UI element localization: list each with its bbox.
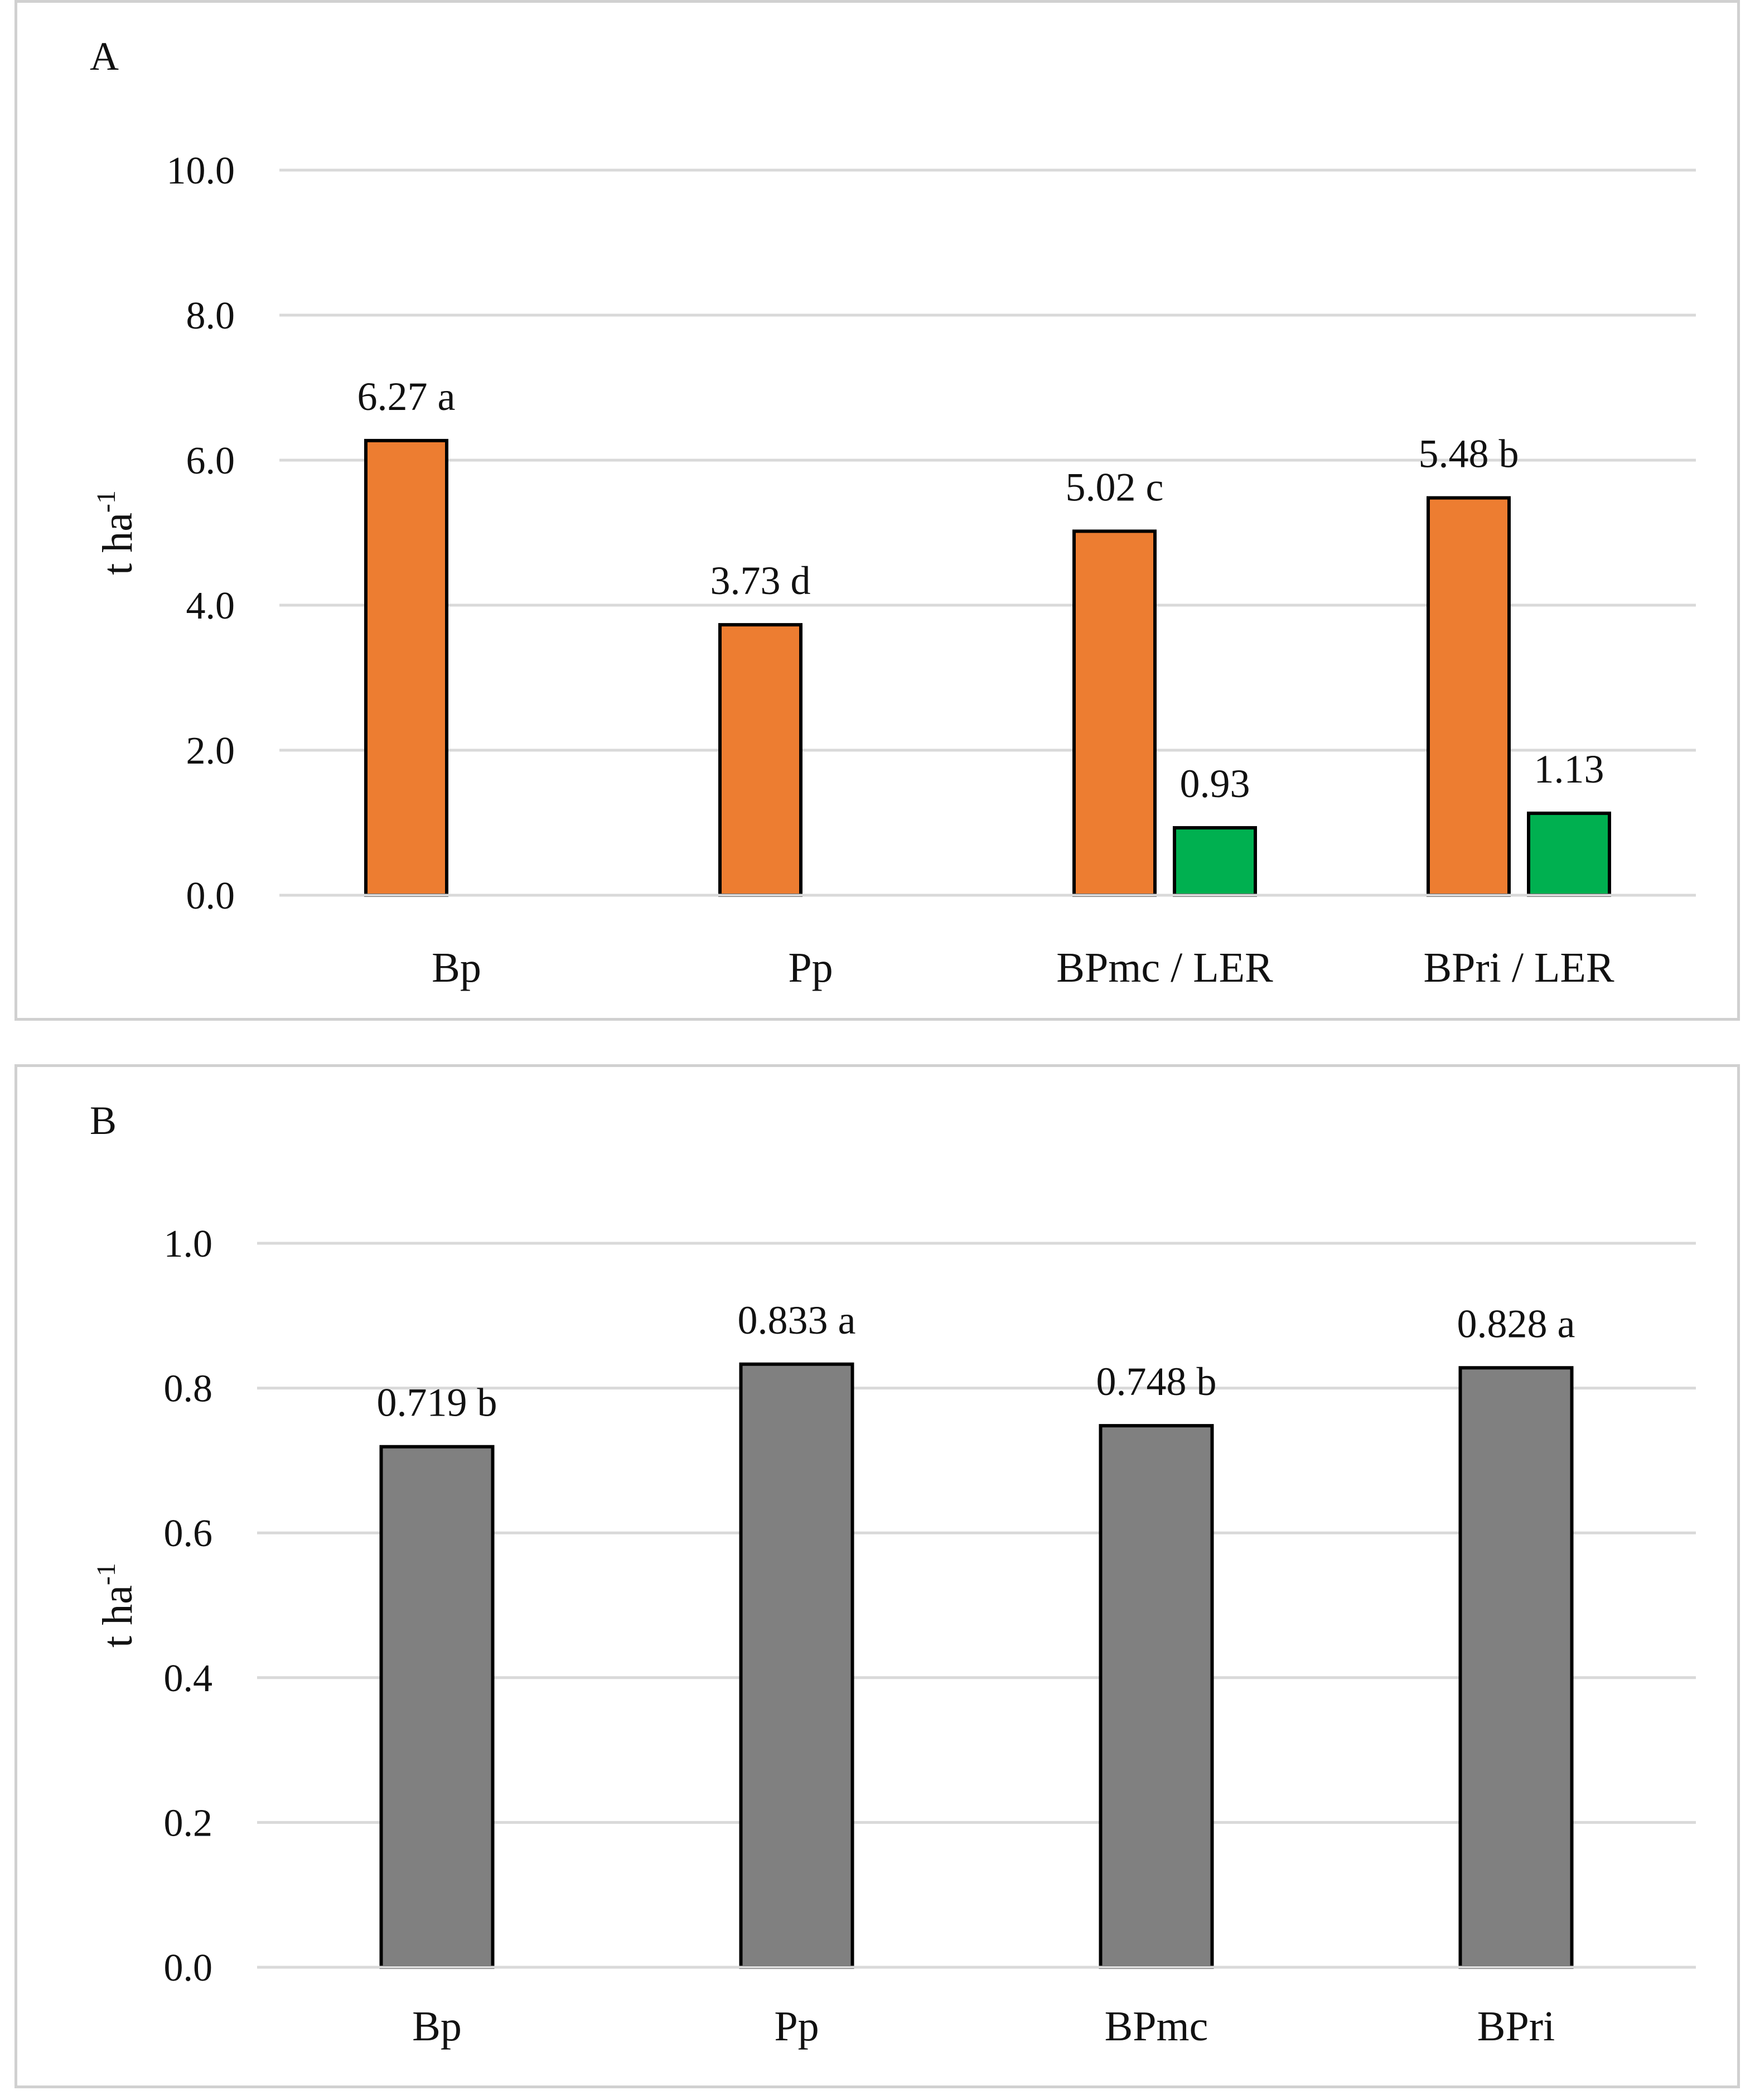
y-tick-label: 4.0 — [186, 585, 235, 627]
y-tick-label: 6.0 — [186, 440, 235, 482]
data-label: 0.833 a — [738, 1298, 856, 1343]
bar — [1527, 812, 1611, 897]
y-axis-label: t ha-1 — [91, 1563, 141, 1648]
x-category-label: BPri — [1477, 2003, 1555, 2050]
data-label: 3.73 d — [710, 558, 811, 603]
chart-panel-a: A 0.0 2.0 4.0 6.0 8.0 10.0 t ha-1 Bp 6.27 a Pp 3.73… — [14, 0, 1740, 1021]
y-tick-label: 0.8 — [164, 1368, 213, 1411]
y-tick-label: 8.0 — [186, 295, 235, 337]
y-tick-label: 10.0 — [167, 149, 235, 192]
y-tick-label: 0.0 — [164, 1947, 213, 1990]
bar — [364, 438, 448, 897]
bar — [1458, 1366, 1574, 1969]
x-category-label: Bp — [432, 944, 481, 991]
bar — [718, 623, 802, 897]
x-category-label: BPmc — [1105, 2003, 1208, 2050]
panel-label: B — [90, 1098, 117, 1143]
y-axis-label: t ha-1 — [91, 490, 141, 575]
y-tick-label: 1.0 — [164, 1223, 213, 1266]
data-label: 1.13 — [1534, 747, 1604, 791]
chart-panel-b: B 0.0 0.2 0.4 0.6 0.8 1.0 t ha-1 Bp 0.719 b Pp 0.83… — [14, 1064, 1740, 2088]
bar — [1072, 529, 1157, 897]
data-label: 0.93 — [1180, 761, 1250, 806]
bar — [1099, 1424, 1214, 1969]
y-tick-label: 2.0 — [186, 730, 235, 773]
bar — [379, 1445, 495, 1969]
data-label: 6.27 a — [357, 374, 456, 419]
x-category-label: BPmc / LER — [1056, 944, 1273, 991]
panel-label: A — [90, 34, 119, 79]
data-label: 5.48 b — [1419, 432, 1519, 476]
x-category-label: Pp — [788, 944, 833, 991]
y-tick-label: 0.6 — [164, 1512, 213, 1555]
x-category-label: BPri / LER — [1423, 944, 1614, 991]
bar — [739, 1362, 854, 1969]
y-tick-label: 0.4 — [164, 1657, 213, 1700]
y-tick-label: 0.0 — [186, 875, 235, 918]
x-category-label: Pp — [774, 2003, 819, 2050]
bar — [1427, 496, 1511, 897]
bar — [1173, 826, 1257, 897]
y-tick-label: 0.2 — [164, 1802, 213, 1845]
chart-a-svg: A 0.0 2.0 4.0 6.0 8.0 10.0 t ha-1 Bp 6.27 a Pp 3.73… — [90, 34, 1696, 991]
data-label: 0.748 b — [1096, 1359, 1217, 1404]
chart-b-svg: B 0.0 0.2 0.4 0.6 0.8 1.0 t ha-1 Bp 0.719 b Pp 0.83… — [90, 1098, 1696, 2050]
data-label: 0.828 a — [1457, 1301, 1575, 1346]
data-label: 0.719 b — [377, 1380, 497, 1425]
x-category-label: Bp — [412, 2003, 462, 2050]
data-label: 5.02 c — [1066, 465, 1164, 509]
